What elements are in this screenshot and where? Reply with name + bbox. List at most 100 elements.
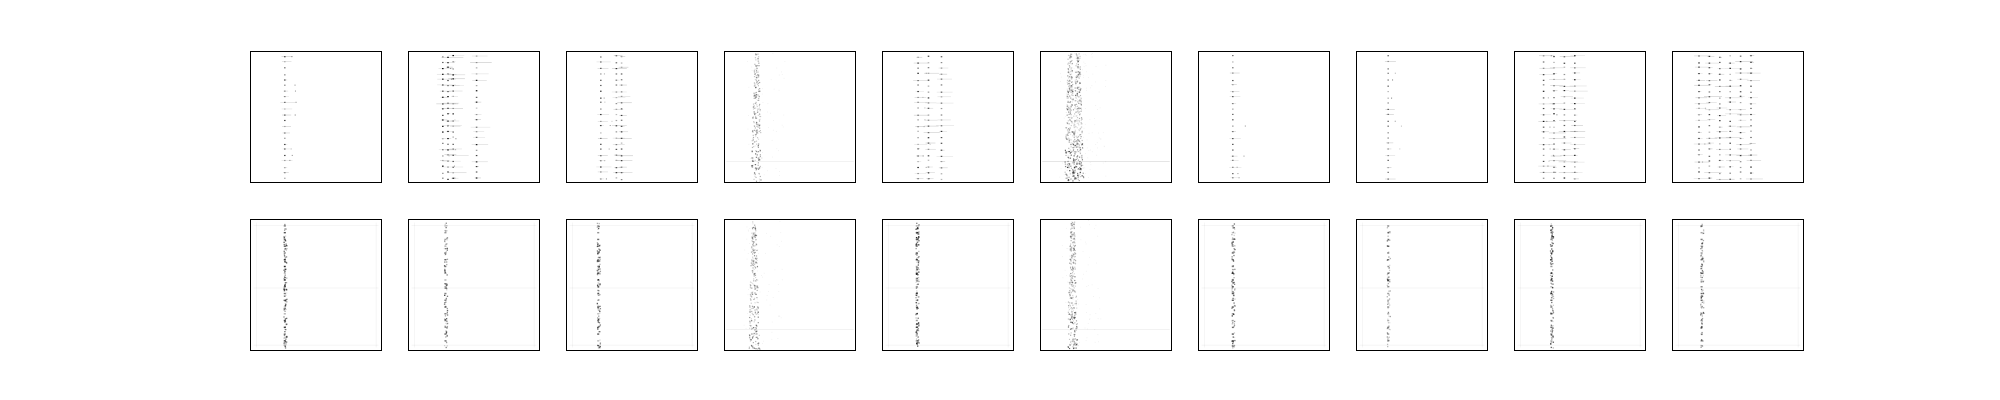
intensity-mark [442,159,444,162]
intensity-mark [1091,132,1093,134]
intensity-mark [1231,340,1234,342]
intensity-mark [773,120,774,121]
intensity-mark [754,113,756,116]
intensity-mark [1233,273,1236,275]
intensity-mark [446,243,448,245]
intensity-mark [756,150,758,153]
intensity-mark [753,85,755,87]
intensity-mark [1232,131,1234,133]
intensity-mark [756,109,759,111]
intensity-mark [756,123,758,125]
intensity-mark [1089,314,1091,316]
intensity-mark [444,271,446,274]
intensity-mark [752,341,754,344]
intensity-mark [1070,124,1072,127]
intensity-mark [750,262,752,264]
intensity-mark [754,306,755,307]
intensity-mark [615,159,620,161]
intensity-mark [1729,172,1731,174]
intensity-mark [754,63,756,65]
intensity-mark [778,315,780,317]
intensity-mark [1698,84,1700,86]
intensity-mark [1068,179,1070,181]
intensity-mark [1549,250,1552,252]
faint-line [888,222,889,348]
intensity-mark [1072,98,1074,100]
intensity-mark [282,148,290,150]
intensity-mark [1538,55,1555,57]
intensity-mark [1574,171,1576,173]
intensity-mark [1072,172,1074,174]
intensity-mark [752,293,754,295]
intensity-mark [923,132,940,133]
intensity-mark [1070,332,1072,334]
intensity-mark [284,323,287,325]
intensity-mark [918,271,920,273]
intensity-mark [1073,160,1075,162]
intensity-mark [1073,234,1075,236]
intensity-mark [599,324,602,326]
intensity-mark [1708,125,1711,127]
intensity-mark [283,245,286,247]
intensity-mark [1067,90,1069,92]
intensity-mark [444,268,446,270]
intensity-mark [1081,157,1083,159]
intensity-mark [781,74,783,76]
intensity-mark [757,279,759,281]
intensity-mark [754,288,756,290]
intensity-mark [927,102,930,104]
intensity-mark [615,103,618,105]
intensity-mark [751,295,753,297]
intensity-mark [611,120,613,122]
intensity-mark [755,136,757,138]
intensity-mark [1701,339,1703,341]
intensity-mark [752,260,754,263]
intensity-mark [752,241,754,243]
intensity-mark [1387,159,1389,161]
intensity-mark [918,323,920,326]
intensity-mark [1077,60,1079,62]
intensity-mark [1070,53,1072,55]
intensity-mark [1072,90,1074,93]
intensity-mark [1079,74,1081,76]
intensity-mark [917,283,919,285]
intensity-mark [940,155,943,157]
intensity-mark [1077,176,1079,178]
intensity-mark [600,73,602,75]
intensity-mark [1700,265,1703,268]
intensity-mark [616,172,633,173]
intensity-mark [1067,75,1069,77]
intensity-mark [1233,294,1235,297]
intensity-mark [1079,89,1081,91]
intensity-mark [1550,252,1553,254]
intensity-mark [1729,148,1731,150]
intensity-mark [1074,330,1076,332]
intensity-mark [1069,262,1071,264]
intensity-mark [444,279,447,281]
intensity-mark [1079,89,1081,91]
intensity-mark [752,263,754,265]
intensity-mark [471,55,488,57]
intensity-mark [1070,224,1072,227]
intensity-mark [915,277,917,280]
intensity-mark [1538,103,1556,105]
intensity-mark [474,114,482,115]
intensity-mark [1739,61,1742,63]
intensity-mark [471,144,489,145]
intensity-mark [917,227,919,229]
intensity-mark [612,144,625,145]
intensity-mark [752,262,754,264]
intensity-mark [1695,97,1708,99]
intensity-mark [915,287,918,289]
intensity-mark [758,159,760,161]
intensity-mark [1079,73,1081,75]
intensity-mark [759,118,761,120]
faint-line [1359,287,1485,289]
intensity-mark [1387,72,1389,74]
intensity-mark [756,168,758,170]
intensity-mark [1070,321,1072,323]
faint-line [253,225,379,226]
intensity-mark [620,114,623,117]
intensity-mark [756,143,758,145]
intensity-mark [1072,238,1074,240]
